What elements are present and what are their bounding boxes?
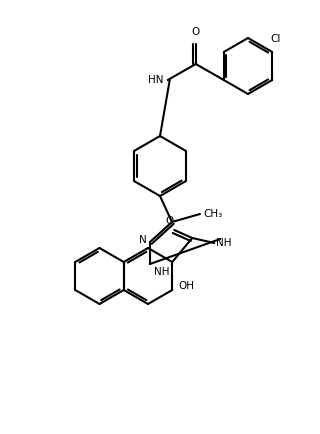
Text: N: N: [139, 235, 147, 245]
Text: O: O: [165, 216, 173, 226]
Text: O: O: [192, 27, 200, 37]
Text: NH: NH: [154, 267, 170, 277]
Text: Cl: Cl: [270, 34, 280, 44]
Text: NH: NH: [216, 238, 232, 248]
Text: HN: HN: [148, 75, 164, 85]
Text: OH: OH: [178, 281, 194, 291]
Text: CH₃: CH₃: [203, 209, 222, 219]
